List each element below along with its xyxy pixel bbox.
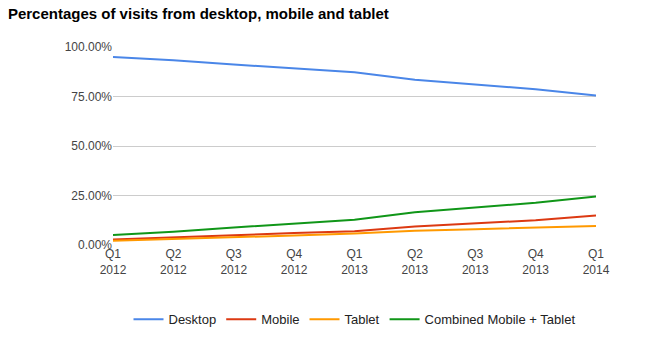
svg-text:100.00%: 100.00% (65, 40, 113, 54)
svg-text:Desktop: Desktop (169, 312, 217, 327)
svg-text:Q42012: Q42012 (281, 247, 308, 277)
svg-text:Q32013: Q32013 (462, 247, 489, 277)
svg-text:Q12014: Q12014 (583, 247, 610, 277)
svg-text:50.00%: 50.00% (71, 139, 112, 153)
svg-text:Q22013: Q22013 (402, 247, 429, 277)
svg-text:0.00%: 0.00% (78, 238, 112, 252)
svg-text:Q22012: Q22012 (160, 247, 187, 277)
svg-text:Combined Mobile + Tablet: Combined Mobile + Tablet (425, 312, 576, 327)
svg-text:Mobile: Mobile (261, 312, 299, 327)
svg-text:Percentages of visits from des: Percentages of visits from desktop, mobi… (8, 5, 389, 22)
svg-text:Q12013: Q12013 (341, 247, 368, 277)
svg-text:Tablet: Tablet (345, 312, 380, 327)
svg-text:Q42013: Q42013 (522, 247, 549, 277)
svg-text:25.00%: 25.00% (71, 189, 112, 203)
svg-text:Q32012: Q32012 (220, 247, 247, 277)
svg-text:75.00%: 75.00% (71, 90, 112, 104)
svg-text:Q12012: Q12012 (100, 247, 127, 277)
